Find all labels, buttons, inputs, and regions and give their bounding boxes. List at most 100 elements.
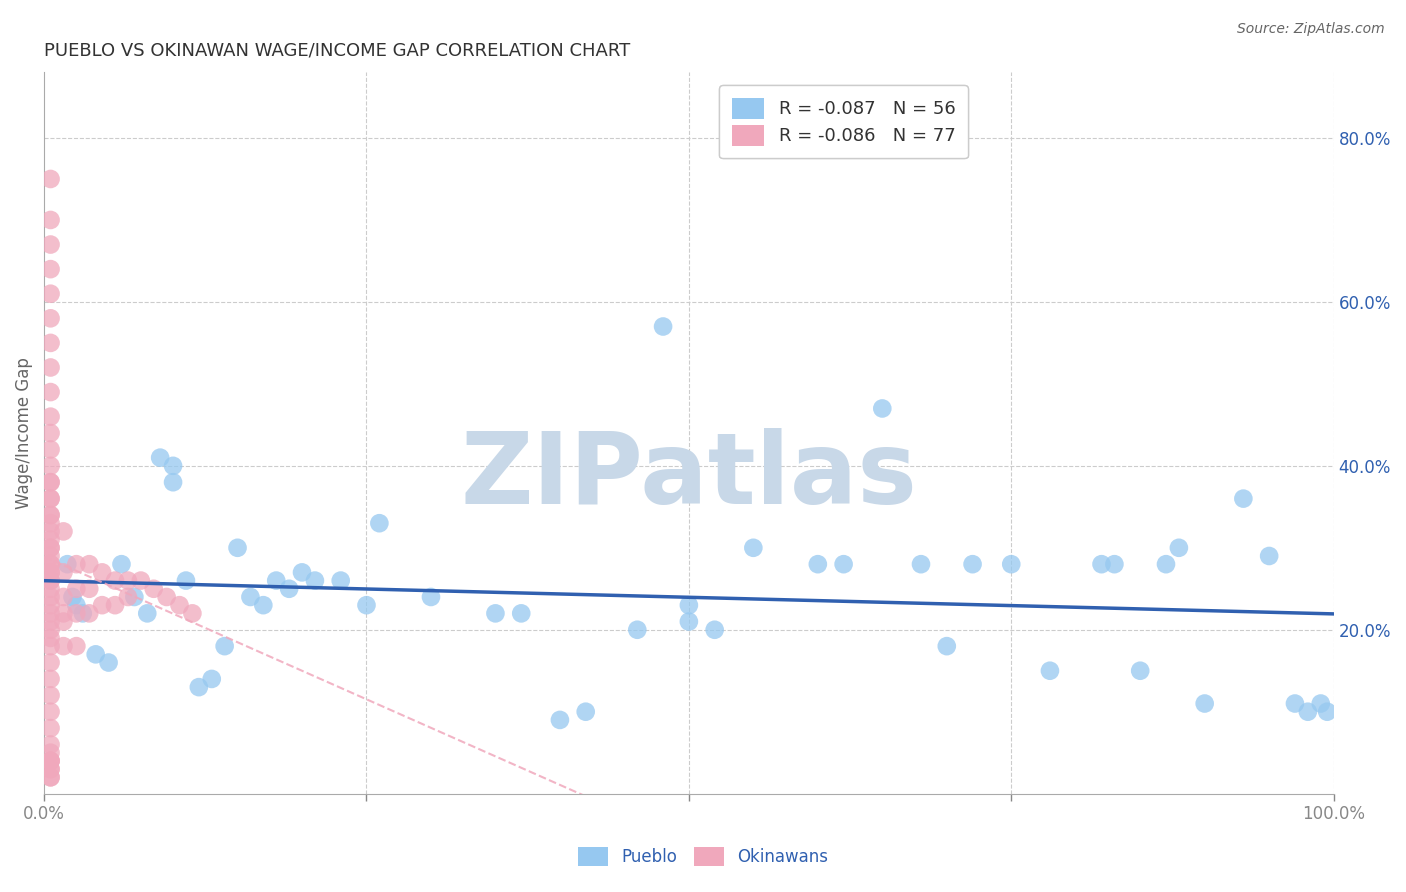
Point xyxy=(39,762,62,776)
Point xyxy=(162,458,184,473)
Point xyxy=(356,598,378,612)
Point xyxy=(39,656,62,670)
Point xyxy=(77,582,100,596)
Point xyxy=(1167,541,1189,555)
Point xyxy=(575,705,598,719)
Point xyxy=(52,607,75,621)
Point xyxy=(703,623,725,637)
Point xyxy=(39,721,62,735)
Point xyxy=(39,442,62,457)
Point xyxy=(368,516,391,531)
Point xyxy=(77,557,100,571)
Point xyxy=(149,450,172,465)
Text: ZIPatlas: ZIPatlas xyxy=(460,428,917,524)
Point xyxy=(39,385,62,400)
Point xyxy=(626,623,648,637)
Point xyxy=(510,607,533,621)
Point xyxy=(84,648,107,662)
Point xyxy=(39,475,62,490)
Point xyxy=(962,557,984,571)
Text: Source: ZipAtlas.com: Source: ZipAtlas.com xyxy=(1237,22,1385,37)
Point xyxy=(39,533,62,547)
Point xyxy=(62,590,84,604)
Point xyxy=(39,566,62,580)
Point xyxy=(39,705,62,719)
Point xyxy=(39,770,62,784)
Point xyxy=(39,335,62,350)
Point xyxy=(56,557,79,571)
Point xyxy=(39,623,62,637)
Point xyxy=(742,541,765,555)
Point xyxy=(39,631,62,645)
Point xyxy=(39,458,62,473)
Point xyxy=(156,590,179,604)
Legend: Pueblo, Okinawans: Pueblo, Okinawans xyxy=(569,838,837,875)
Point xyxy=(117,590,139,604)
Point xyxy=(39,689,62,703)
Point xyxy=(104,598,127,612)
Point xyxy=(548,713,571,727)
Point xyxy=(201,672,224,686)
Point xyxy=(39,754,62,768)
Point xyxy=(65,607,87,621)
Point xyxy=(1258,549,1281,563)
Point xyxy=(124,590,146,604)
Point xyxy=(39,491,62,506)
Point xyxy=(39,172,62,186)
Point xyxy=(39,574,62,588)
Point xyxy=(39,770,62,784)
Point xyxy=(52,639,75,653)
Point xyxy=(226,541,249,555)
Point xyxy=(39,508,62,522)
Point xyxy=(39,425,62,440)
Point xyxy=(187,680,209,694)
Point xyxy=(117,574,139,588)
Point xyxy=(1296,705,1319,719)
Point xyxy=(291,566,314,580)
Y-axis label: Wage/Income Gap: Wage/Income Gap xyxy=(15,357,32,509)
Point xyxy=(39,286,62,301)
Point xyxy=(39,574,62,588)
Point xyxy=(39,738,62,752)
Point xyxy=(1090,557,1112,571)
Point xyxy=(52,566,75,580)
Point xyxy=(252,598,274,612)
Point xyxy=(39,508,62,522)
Point xyxy=(832,557,855,571)
Point xyxy=(39,409,62,424)
Point xyxy=(1232,491,1254,506)
Point xyxy=(264,574,287,588)
Point xyxy=(39,590,62,604)
Point xyxy=(239,590,262,604)
Point xyxy=(484,607,506,621)
Point xyxy=(39,311,62,326)
Point xyxy=(110,557,132,571)
Point xyxy=(162,475,184,490)
Point xyxy=(1104,557,1126,571)
Point xyxy=(39,360,62,375)
Point xyxy=(329,574,352,588)
Point xyxy=(39,213,62,227)
Point xyxy=(39,549,62,563)
Point xyxy=(39,475,62,490)
Point xyxy=(872,401,894,416)
Point xyxy=(1154,557,1177,571)
Point xyxy=(65,582,87,596)
Point xyxy=(52,615,75,629)
Point xyxy=(72,607,94,621)
Point xyxy=(1309,697,1331,711)
Point xyxy=(652,319,675,334)
Point xyxy=(39,262,62,277)
Point xyxy=(678,615,700,629)
Point xyxy=(39,672,62,686)
Point xyxy=(174,574,197,588)
Point xyxy=(910,557,932,571)
Point xyxy=(39,524,62,539)
Point xyxy=(304,574,326,588)
Point xyxy=(39,582,62,596)
Point xyxy=(169,598,191,612)
Point xyxy=(39,746,62,760)
Point xyxy=(39,639,62,653)
Point xyxy=(39,557,62,571)
Point xyxy=(39,754,62,768)
